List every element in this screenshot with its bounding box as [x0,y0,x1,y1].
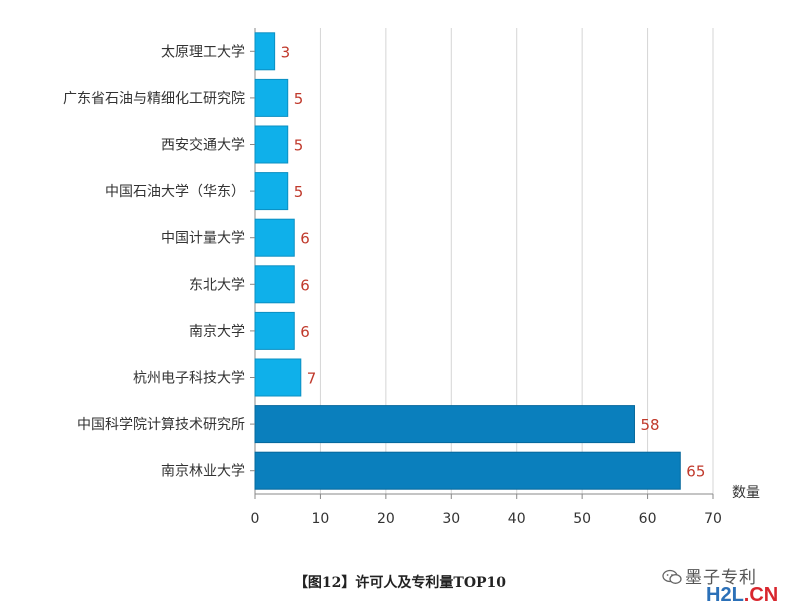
x-tick-label: 0 [251,511,260,527]
bar [254,265,295,304]
watermark-site: H2L.CN [706,584,778,607]
category-label: 南京大学 [189,324,245,340]
watermark-site-prefix: H2L [706,584,744,606]
bar [254,125,289,164]
value-label: 58 [640,416,659,434]
category-label: 中国石油大学（华东） [105,184,245,200]
bar [254,358,302,397]
x-tick-label: 60 [639,511,657,527]
category-label: 太原理工大学 [161,44,245,60]
x-tick-label: 10 [312,511,330,527]
watermark-brand: 墨子专利 [662,563,757,588]
bar [254,32,276,71]
category-label: 西安交通大学 [161,137,245,154]
bar [254,78,289,117]
x-axis-title: 数量 [732,485,760,501]
x-tick-label: 70 [704,511,722,527]
value-label: 5 [294,137,304,155]
bar [254,218,295,257]
bar [254,172,289,211]
bar [254,451,681,490]
value-label: 7 [307,370,317,388]
wechat-icon [662,569,682,584]
watermark-text: 墨子专利 [685,568,757,588]
x-tick-label: 40 [508,511,526,527]
category-label: 中国科学院计算技术研究所 [77,417,245,433]
category-label: 中国计量大学 [161,231,245,247]
value-label: 6 [300,230,310,248]
bar [254,405,635,444]
figure-caption: 【图12】许可人及专利量TOP10 [293,575,507,591]
value-label: 6 [300,276,310,294]
value-label: 6 [300,323,310,341]
category-label: 东北大学 [189,277,245,293]
category-label: 杭州电子科技大学 [133,371,245,387]
value-label: 5 [294,90,304,108]
value-label: 65 [686,463,705,481]
category-label: 南京林业大学 [161,464,245,480]
value-label: 3 [281,43,291,61]
x-tick-label: 20 [377,511,395,527]
bar-chart: 0 10 20 30 40 50 60 70 太原理工大学 3 广东省石油与精细化工研究院 5 西安交通… [63,28,760,527]
bar [254,311,295,350]
value-label: 5 [294,183,304,201]
x-tick-label: 50 [573,511,591,527]
x-tick-label: 30 [442,511,460,527]
watermark-site-suffix: .CN [743,584,779,606]
category-label: 广东省石油与精细化工研究院 [63,91,245,107]
